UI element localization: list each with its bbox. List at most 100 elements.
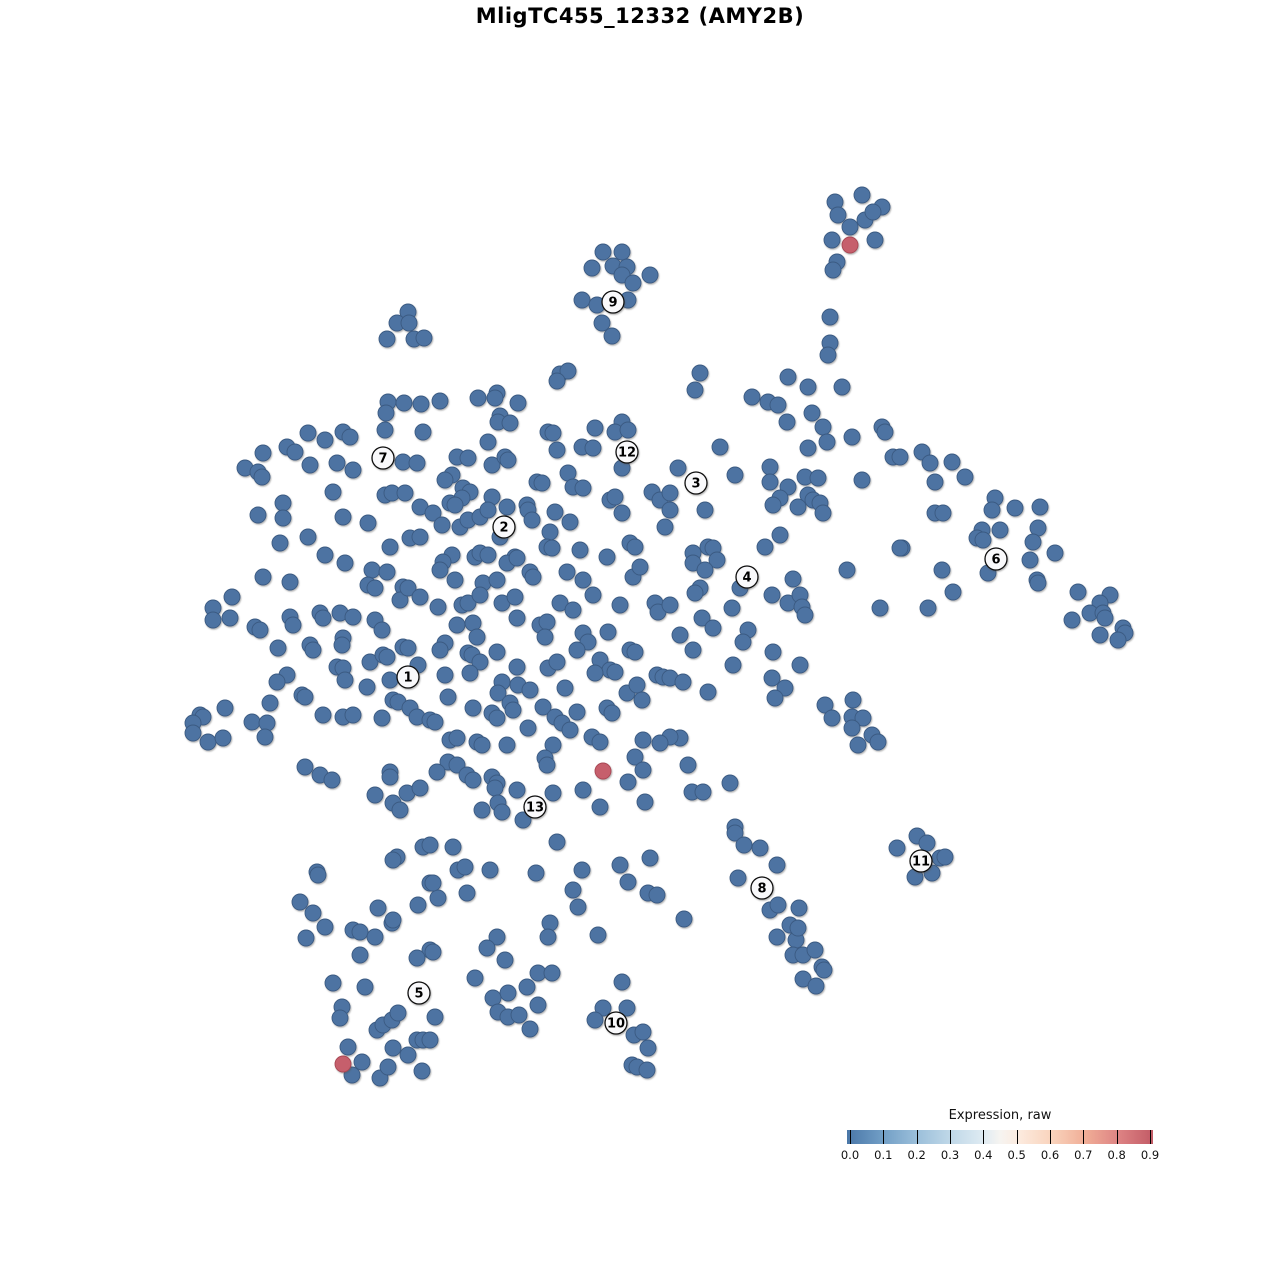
cell-point bbox=[734, 633, 752, 651]
cell-point bbox=[543, 964, 561, 982]
cell-point bbox=[461, 664, 479, 682]
cell-point bbox=[918, 834, 936, 852]
cell-point bbox=[309, 866, 327, 884]
cell-point bbox=[544, 784, 562, 802]
cell-point bbox=[479, 501, 497, 519]
cell-point bbox=[249, 506, 267, 524]
cell-point bbox=[548, 372, 566, 390]
cell-point bbox=[991, 521, 1009, 539]
cell-point bbox=[768, 928, 786, 946]
cell-point bbox=[324, 483, 342, 501]
cell-point bbox=[296, 688, 314, 706]
cell-point bbox=[974, 531, 992, 549]
cell-point bbox=[724, 656, 742, 674]
cell-point bbox=[631, 558, 649, 576]
cell-point bbox=[819, 346, 837, 364]
cell-point bbox=[1021, 551, 1039, 569]
cell-point bbox=[634, 1023, 652, 1041]
cell-point bbox=[366, 928, 384, 946]
cluster-label-circle-6 bbox=[984, 547, 1008, 571]
cell-point bbox=[379, 1058, 397, 1076]
cell-point bbox=[853, 471, 871, 489]
cell-point bbox=[489, 684, 507, 702]
cell-point bbox=[983, 501, 1001, 519]
cell-point bbox=[843, 428, 861, 446]
legend-tick-label: 0.6 bbox=[1040, 1148, 1060, 1162]
cell-point bbox=[694, 783, 712, 801]
cell-point bbox=[431, 641, 449, 659]
cell-point bbox=[501, 414, 519, 432]
cell-point bbox=[569, 898, 587, 916]
cell-point bbox=[504, 701, 522, 719]
cell-point bbox=[361, 653, 379, 671]
cell-point bbox=[496, 951, 514, 969]
legend-tick-line bbox=[1050, 1130, 1051, 1144]
cell-point bbox=[424, 504, 442, 522]
cell-point bbox=[478, 939, 496, 957]
cell-point bbox=[704, 619, 722, 637]
cell-point bbox=[675, 910, 693, 928]
cell-point bbox=[721, 774, 739, 792]
cell-point bbox=[548, 833, 566, 851]
cell-point bbox=[823, 709, 841, 727]
cluster-label-text-6: 6 bbox=[991, 553, 1000, 568]
cell-point bbox=[344, 461, 362, 479]
cell-point bbox=[519, 719, 537, 737]
cell-point bbox=[334, 508, 352, 526]
cell-point bbox=[684, 641, 702, 659]
cell-point bbox=[729, 869, 747, 887]
legend-tick-line bbox=[1016, 1130, 1018, 1144]
cell-point bbox=[853, 186, 871, 204]
legend-tick-label: 0.0 bbox=[840, 1148, 860, 1162]
cell-point bbox=[573, 291, 591, 309]
cell-point bbox=[543, 539, 561, 557]
cell-point bbox=[524, 568, 542, 586]
cell-point bbox=[708, 551, 726, 569]
cell-point bbox=[854, 709, 872, 727]
cell-point bbox=[789, 919, 807, 937]
cell-point bbox=[286, 443, 304, 461]
cell-point bbox=[488, 571, 506, 589]
cell-point bbox=[471, 586, 489, 604]
cell-point bbox=[384, 1039, 402, 1057]
cluster-label-circle-12 bbox=[615, 440, 639, 464]
cell-point bbox=[299, 528, 317, 546]
cell-point bbox=[488, 643, 506, 661]
cell-point bbox=[536, 628, 554, 646]
cell-point bbox=[726, 824, 744, 842]
cell-point bbox=[763, 586, 781, 604]
cell-point bbox=[674, 673, 692, 691]
cluster-label-circle-8 bbox=[750, 876, 774, 900]
cell-point bbox=[594, 243, 612, 261]
cell-point bbox=[943, 453, 961, 471]
cluster-label-text-10: 10 bbox=[607, 1017, 625, 1032]
cell-point bbox=[584, 439, 602, 457]
cell-point bbox=[613, 243, 631, 261]
cell-point bbox=[1063, 611, 1081, 629]
cell-point bbox=[799, 439, 817, 457]
cell-point bbox=[1006, 499, 1024, 517]
legend-tick-line bbox=[883, 1130, 885, 1144]
cell-point bbox=[363, 561, 381, 579]
cell-point bbox=[297, 929, 315, 947]
figure-title: MligTC455_12332 (AMY2B) bbox=[475, 4, 805, 28]
legend-tick-line bbox=[950, 1130, 951, 1144]
cell-point bbox=[1024, 533, 1042, 551]
cell-point bbox=[546, 503, 564, 521]
cell-point bbox=[669, 459, 687, 477]
cell-point bbox=[1031, 498, 1049, 516]
cell-point bbox=[481, 861, 499, 879]
cell-point bbox=[796, 606, 814, 624]
cell-point bbox=[356, 978, 374, 996]
cell-point bbox=[336, 554, 354, 572]
cell-point bbox=[818, 433, 836, 451]
cell-point bbox=[378, 330, 396, 348]
cell-point bbox=[431, 392, 449, 410]
cell-point bbox=[483, 456, 501, 474]
cell-point bbox=[446, 571, 464, 589]
cell-point bbox=[779, 368, 797, 386]
cell-point bbox=[891, 539, 909, 557]
cell-point bbox=[431, 561, 449, 579]
cell-point bbox=[341, 428, 359, 446]
cell-point bbox=[789, 498, 807, 516]
